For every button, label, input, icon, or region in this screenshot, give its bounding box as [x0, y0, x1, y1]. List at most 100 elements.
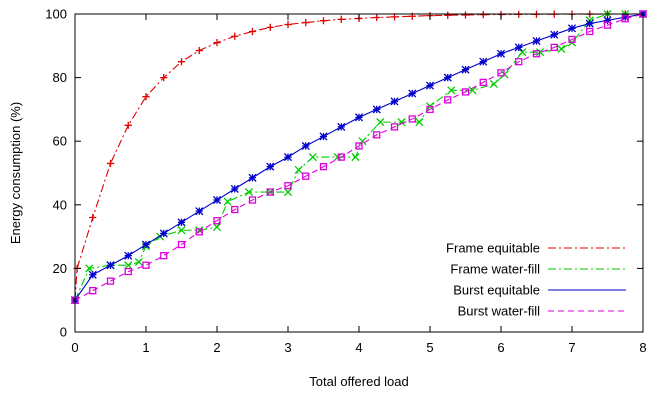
data-point-square — [603, 21, 612, 29]
data-point-square — [195, 228, 203, 236]
data-point-square — [461, 88, 470, 96]
y-tick-label: 100 — [45, 7, 67, 22]
data-point-square — [568, 35, 576, 44]
data-point-cross — [351, 153, 360, 162]
data-point-square — [248, 196, 257, 204]
data-point-square — [177, 240, 186, 249]
x-tick-label: 6 — [497, 340, 504, 355]
data-point-star — [550, 30, 559, 39]
data-point-cross — [134, 257, 143, 267]
plot-frame — [74, 13, 644, 333]
data-point-plus — [266, 23, 274, 31]
data-point-plus — [444, 11, 452, 19]
data-point-square — [337, 153, 345, 161]
data-point-star — [514, 43, 523, 52]
data-point-star — [337, 122, 346, 131]
data-point-star — [372, 105, 381, 114]
data-point-square — [284, 182, 292, 190]
data-point-star — [567, 24, 577, 33]
data-point-plus — [337, 15, 345, 24]
legend-label: Burst equitable — [453, 283, 540, 298]
data-point-square — [124, 267, 132, 276]
legend-label: Burst water-fill — [458, 304, 540, 319]
data-point-star — [230, 184, 239, 193]
data-point-star — [141, 240, 151, 249]
data-point-plus — [302, 18, 310, 27]
data-point-square — [408, 115, 416, 123]
data-point-cross — [518, 48, 527, 57]
data-point-square — [213, 217, 221, 225]
data-point-star — [621, 13, 630, 22]
series-line — [74, 13, 644, 301]
data-point-square — [319, 162, 328, 171]
data-point-star — [354, 113, 364, 122]
x-tick-label: 5 — [426, 340, 433, 355]
data-point-cross — [489, 79, 498, 89]
series-line — [74, 13, 643, 301]
legend: Frame equitable Frame water-fill Burst equ… — [446, 241, 626, 319]
data-point-star — [106, 261, 115, 270]
data-point-cross — [294, 165, 303, 174]
data-point-square — [231, 205, 239, 214]
data-point-star — [532, 36, 541, 46]
legend-entry: Burst water-fill — [458, 304, 626, 319]
data-point-cross — [376, 118, 385, 127]
x-tick-label: 8 — [639, 340, 646, 355]
data-point-star — [248, 173, 257, 182]
data-point-square — [497, 69, 505, 77]
data-point-cross — [397, 118, 406, 127]
y-tick-label: 40 — [53, 197, 67, 212]
data-point-square — [355, 142, 363, 150]
data-point-plus — [461, 11, 470, 19]
data-point-star — [479, 57, 488, 66]
data-point-plus — [160, 74, 168, 82]
data-point-square — [89, 287, 97, 295]
data-point-square — [160, 252, 168, 260]
data-point-cross — [223, 197, 232, 206]
data-point-plus — [106, 159, 115, 168]
data-point-cross — [124, 261, 133, 270]
data-point-square — [106, 277, 115, 285]
data-point-plus — [231, 32, 239, 40]
data-point-star — [425, 81, 435, 90]
data-point-plus — [195, 46, 203, 55]
data-point-square — [390, 123, 399, 131]
data-point-star — [408, 89, 417, 98]
data-point-cross — [447, 86, 456, 95]
data-point-star — [88, 270, 97, 279]
y-tick-label: 0 — [60, 325, 67, 340]
data-point-cross — [557, 44, 566, 54]
legend-label: Frame equitable — [446, 241, 540, 256]
data-point-star — [319, 132, 328, 141]
data-point-square — [426, 105, 434, 114]
x-tick-label: 3 — [284, 340, 291, 355]
data-point-plus — [248, 27, 257, 36]
data-point-star — [283, 153, 293, 162]
data-point-star — [496, 49, 506, 58]
data-point-star — [124, 251, 133, 260]
legend-entry: Burst equitable — [453, 283, 626, 298]
data-point-plus — [373, 13, 381, 22]
x-tick-label: 7 — [568, 340, 575, 355]
data-point-cross — [244, 188, 254, 197]
series-frame-water-fill — [70, 9, 648, 305]
data-point-star — [159, 229, 168, 238]
data-point-cross — [85, 264, 94, 273]
data-point-star — [443, 73, 452, 82]
x-tick-label: 2 — [213, 340, 220, 355]
data-point-star — [603, 16, 612, 25]
data-point-plus — [177, 58, 186, 66]
data-point-square — [373, 131, 381, 139]
data-point-cross — [212, 223, 222, 232]
data-point-plus — [89, 213, 97, 222]
data-point-cross — [468, 86, 477, 95]
data-point-square — [550, 43, 558, 52]
data-point-cross — [415, 118, 424, 127]
data-point-plus — [319, 17, 328, 25]
data-point-square — [479, 78, 487, 87]
data-point-cross — [283, 188, 293, 197]
data-point-square — [532, 50, 541, 58]
data-point-star — [390, 97, 399, 106]
data-point-star — [301, 141, 310, 151]
